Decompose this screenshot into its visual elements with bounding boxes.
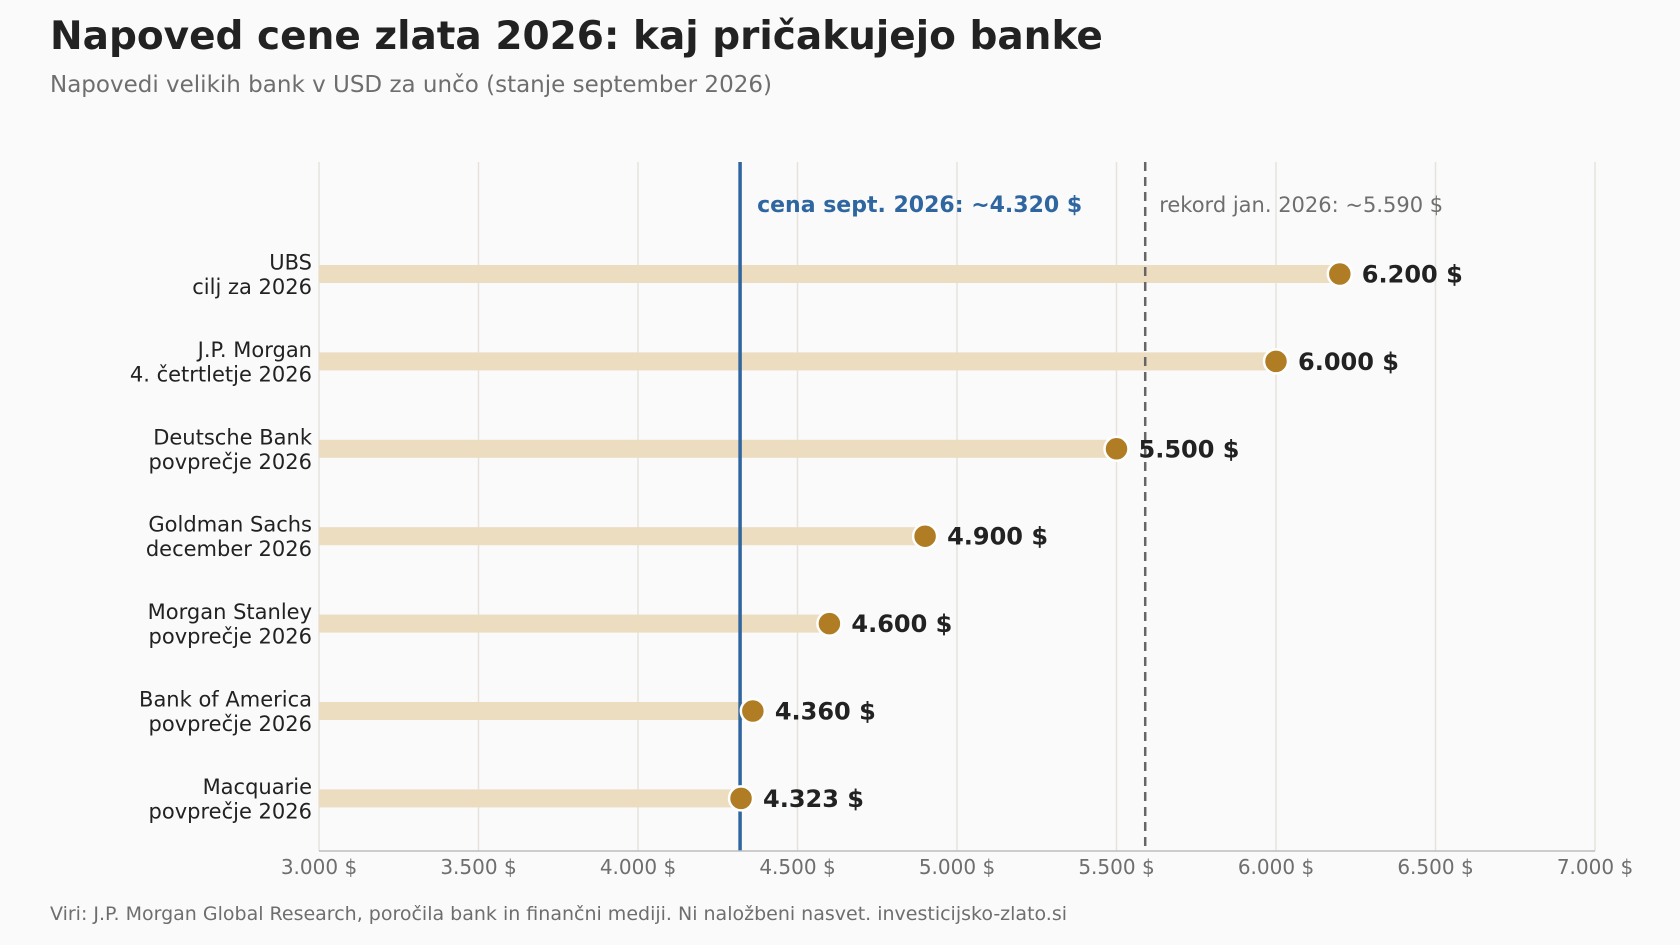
x-tick-label: 4.000 $ [600, 855, 676, 879]
bank-name: J.P. Morgan [196, 338, 312, 362]
forecast-dot [1326, 260, 1354, 288]
forecast-dot [1103, 435, 1130, 463]
label-layer: UBS cilj za 2026 J.P. Morgan 4. četrtletje … [130, 251, 313, 824]
x-tick-label: 6.500 $ [1397, 855, 1473, 879]
x-tick-label: 5.500 $ [1078, 855, 1154, 879]
x-tick-label: 5.000 $ [919, 855, 995, 879]
bank-label: Morgan Stanley povprečje 2026 [148, 600, 312, 649]
bank-detail: povprečje 2026 [149, 712, 312, 736]
bank-detail: povprečje 2026 [149, 625, 312, 649]
current-price-label: cena sept. 2026: ~4.320 $ [757, 193, 1082, 218]
value-label: 6.200 $ [1362, 261, 1463, 289]
chart-subtitle: Napovedi velikih bank v USD za unčo (sta… [50, 72, 772, 98]
bank-name: Bank of America [139, 688, 312, 712]
bank-detail: december 2026 [146, 537, 312, 561]
forecast-bar [319, 527, 926, 546]
bank-name: Goldman Sachs [148, 513, 312, 537]
forecast-bar [319, 439, 1117, 458]
x-tick-label: 6.000 $ [1238, 855, 1314, 879]
x-tick-label: 3.000 $ [281, 855, 357, 879]
forecast-dot [816, 610, 843, 637]
bank-label: UBS cilj za 2026 [192, 251, 312, 300]
forecast-dot [1262, 348, 1290, 375]
value-label: 4.323 $ [763, 785, 864, 813]
value-label: 4.360 $ [775, 698, 876, 726]
bank-name: Morgan Stanley [148, 600, 312, 624]
bank-name: Macquarie [203, 775, 312, 799]
forecast-bar [319, 265, 1340, 283]
value-label: 5.500 $ [1139, 435, 1240, 463]
bank-detail: povprečje 2026 [149, 799, 312, 823]
forecast-dot [739, 697, 767, 725]
forecast-bar [319, 614, 830, 633]
reference-line-layer: cena sept. 2026: ~4.320 $ rekord jan. 202… [738, 162, 1443, 851]
bank-label: Deutsche Bank povprečje 2026 [149, 425, 313, 474]
value-label: 4.900 $ [947, 523, 1048, 551]
bar-layer [319, 265, 1340, 808]
bank-label: Macquarie povprečje 2026 [149, 775, 312, 824]
chart-title: Napoved cene zlata 2026: kaj pričakujejo… [50, 14, 1103, 59]
value-label: 4.600 $ [851, 610, 952, 638]
x-axis: 3.000 $ 3.500 $ 4.000 $ 4.500 $ 5.000 $ 5.500… [281, 850, 1633, 879]
record-line-label: rekord jan. 2026: ~5.590 $ [1159, 193, 1443, 217]
bank-detail: cilj za 2026 [192, 275, 312, 299]
value-label: 6.000 $ [1298, 348, 1399, 376]
bank-detail: povprečje 2026 [149, 450, 312, 474]
x-tick-label: 3.500 $ [440, 855, 516, 879]
forecast-bar [319, 352, 1276, 371]
source-footer: Viri: J.P. Morgan Global Research, poroč… [50, 903, 1068, 925]
bank-label: Goldman Sachs december 2026 [146, 513, 312, 562]
x-tick-label: 4.500 $ [759, 855, 835, 879]
bank-label: J.P. Morgan 4. četrtletje 2026 [130, 338, 312, 387]
x-tick-label: 7.000 $ [1557, 855, 1633, 879]
bank-name: Deutsche Bank [153, 425, 313, 449]
forecast-bar [319, 789, 742, 808]
dot-layer: 6.200 $ 6.000 $ 5.500 $ 4.900 $ 4.600 $ 4.360… [727, 260, 1463, 813]
forecast-dot [911, 522, 939, 550]
bank-label: Bank of America povprečje 2026 [139, 688, 312, 737]
bank-detail: 4. četrtletje 2026 [130, 362, 312, 386]
bank-name: UBS [269, 251, 312, 275]
forecast-dot [727, 785, 755, 812]
forecast-bar [319, 702, 753, 720]
